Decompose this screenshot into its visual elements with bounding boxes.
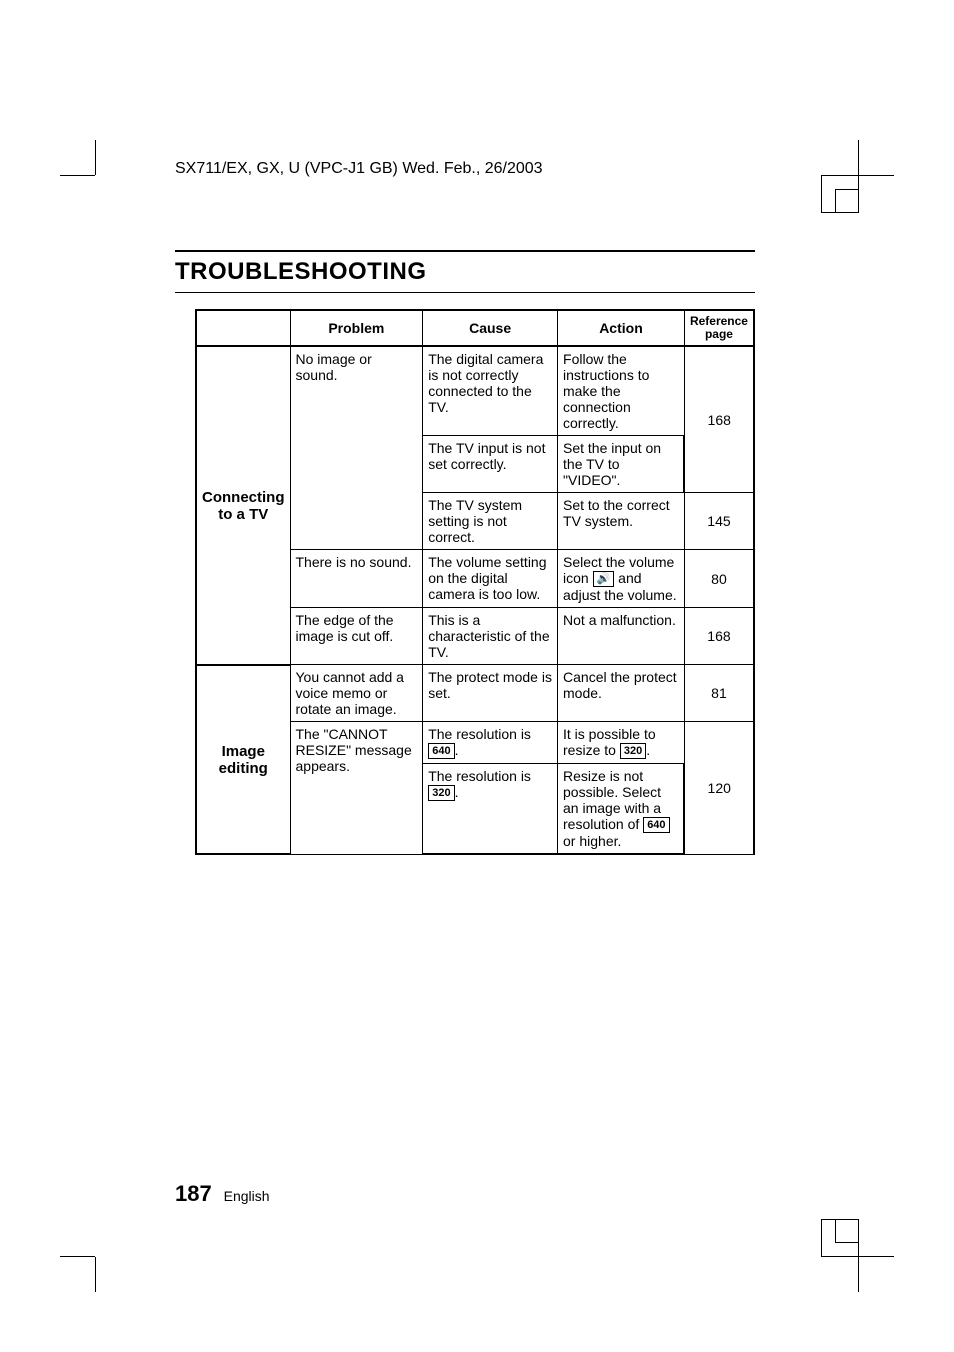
- cell-cause: The digital camera is not correctly conn…: [423, 346, 558, 436]
- cell-problem: The edge of the image is cut off.: [290, 608, 423, 665]
- cell-problem: The "CANNOT RESIZE" message appears.: [290, 722, 423, 855]
- cell-action: Follow the instructions to make the conn…: [558, 346, 685, 436]
- text: The resolution is: [428, 768, 531, 784]
- cell-page: 145: [684, 493, 754, 550]
- cell-action: Set the input on the TV to "VIDEO".: [558, 436, 685, 493]
- cell-action: Resize is not possible. Select an image …: [558, 764, 685, 855]
- res-640-icon: 640: [428, 743, 454, 759]
- cell-cause: This is a characteristic of the TV.: [423, 608, 558, 665]
- registration-box-tr: [821, 175, 859, 213]
- col-reference: Reference page: [684, 310, 754, 346]
- cell-page: 80: [684, 550, 754, 608]
- page-footer: 187 English: [175, 1181, 270, 1207]
- page-header: SX711/EX, GX, U (VPC-J1 GB) Wed. Feb., 2…: [175, 160, 543, 178]
- cell-action: Select the volume icon 🔊 and adjust the …: [558, 550, 685, 608]
- volume-icon: 🔊: [593, 571, 615, 587]
- page-language: English: [224, 1188, 270, 1204]
- cell-action: Cancel the protect mode.: [558, 665, 685, 722]
- content-area: TROUBLESHOOTING Problem Cause Action Ref…: [175, 250, 755, 855]
- page-number: 187: [175, 1181, 212, 1206]
- col-cause: Cause: [423, 310, 558, 346]
- col-problem: Problem: [290, 310, 423, 346]
- cell-cause: The resolution is 640.: [423, 722, 558, 764]
- cell-problem: You cannot add a voice memo or rotate an…: [290, 665, 423, 722]
- section-title: TROUBLESHOOTING: [175, 250, 755, 293]
- table-header-row: Problem Cause Action Reference page: [196, 310, 754, 346]
- cell-cause: The TV system setting is not correct.: [423, 493, 558, 550]
- crop-mark-bl: [60, 1232, 120, 1292]
- cell-problem: There is no sound.: [290, 550, 423, 608]
- res-320-icon: 320: [620, 743, 646, 759]
- res-640-icon: 640: [643, 817, 669, 833]
- cell-cause: The TV input is not set correctly.: [423, 436, 558, 493]
- cell-action: Not a malfunction.: [558, 608, 685, 665]
- cell-cause: The protect mode is set.: [423, 665, 558, 722]
- crop-mark-tl: [60, 140, 120, 200]
- cell-cause: The volume setting on the digital camera…: [423, 550, 558, 608]
- registration-box-br: [821, 1219, 859, 1257]
- cell-cause: The resolution is 320.: [423, 764, 558, 855]
- troubleshooting-table: Problem Cause Action Reference page Conn…: [195, 309, 755, 855]
- table-row: Image editing You cannot add a voice mem…: [196, 665, 754, 722]
- text: The resolution is: [428, 726, 531, 742]
- category-image-editing: Image editing: [196, 665, 290, 855]
- text: or higher.: [563, 833, 621, 849]
- res-320-icon: 320: [428, 785, 454, 801]
- cell-action: It is possible to resize to 320.: [558, 722, 685, 764]
- cell-action: Set to the correct TV system.: [558, 493, 685, 550]
- cell-page: 81: [684, 665, 754, 722]
- col-blank: [196, 310, 290, 346]
- cell-page: 120: [684, 722, 754, 855]
- col-action: Action: [558, 310, 685, 346]
- cell-page: 168: [684, 608, 754, 665]
- table-row: Connecting to a TV No image or sound. Th…: [196, 346, 754, 436]
- cell-problem: No image or sound.: [290, 346, 423, 550]
- category-connecting: Connecting to a TV: [196, 346, 290, 665]
- cell-page: 168: [684, 346, 754, 493]
